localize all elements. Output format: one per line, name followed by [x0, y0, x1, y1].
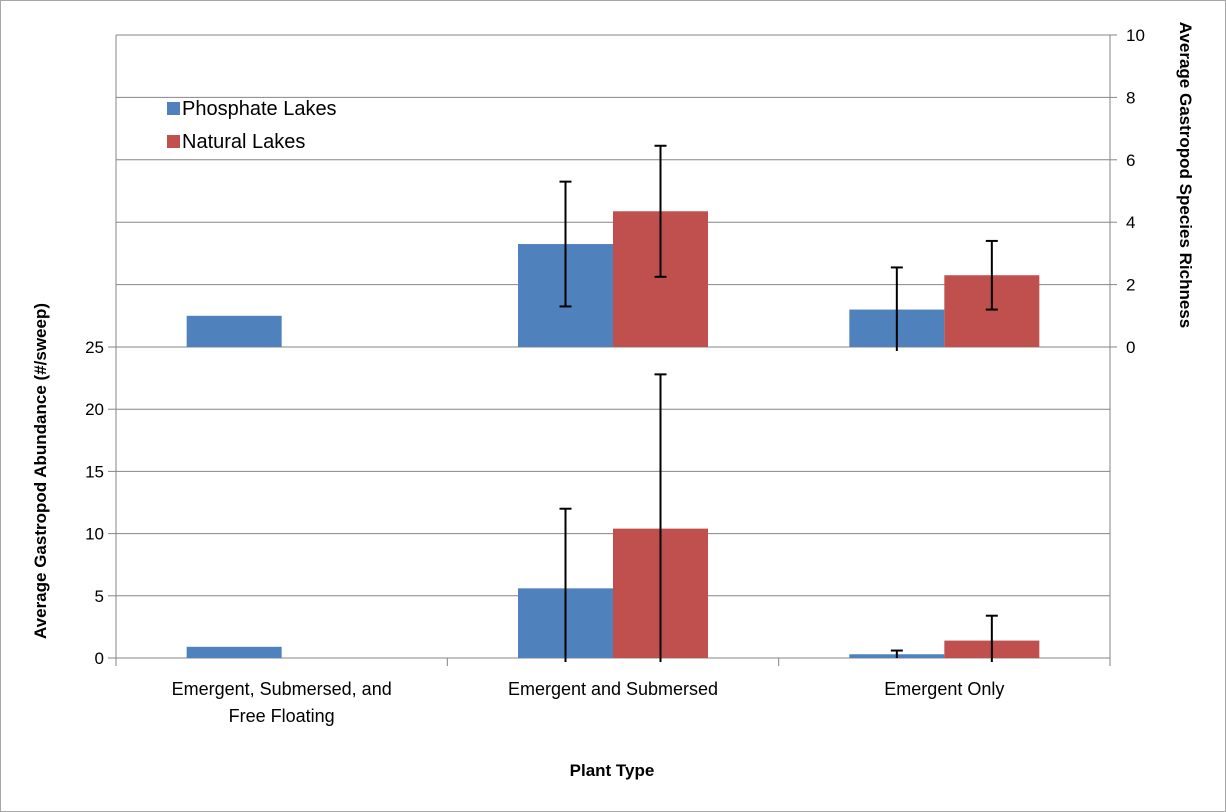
tick-label-richness-4: 4	[1126, 213, 1135, 232]
legend-label-phosphate: Phosphate Lakes	[182, 98, 337, 120]
axes	[108, 34, 1117, 666]
tick-label-abundance-5: 5	[95, 587, 104, 606]
legend-swatch-natural	[167, 135, 180, 148]
category-label-0: Emergent, Submersed, and Free Floating	[172, 679, 392, 726]
legend-swatch-phosphate	[167, 102, 180, 115]
tick-label-richness-0: 0	[1126, 338, 1135, 357]
category-label-2: Emergent Only	[884, 679, 1004, 699]
tick-label-richness-10: 10	[1126, 26, 1145, 45]
tick-label-richness-6: 6	[1126, 151, 1135, 170]
tick-label-abundance-15: 15	[85, 462, 104, 481]
error-bar-richness-natural-2	[985, 239, 998, 311]
bars	[186, 211, 1040, 658]
tick-label-abundance-0: 0	[95, 649, 104, 668]
error-bar-abundance-phosphate-2	[890, 649, 903, 658]
tick-label-richness-2: 2	[1126, 276, 1135, 295]
bar-abundance-phosphate-0	[186, 646, 282, 658]
error-bar-abundance-natural-1	[654, 373, 667, 662]
tick-label-abundance-10: 10	[85, 525, 104, 544]
bar-richness-phosphate-0	[186, 315, 282, 347]
error-bar-abundance-phosphate-1	[559, 507, 572, 662]
category-label-1: Emergent and Submersed	[508, 679, 718, 699]
tick-label-abundance-25: 25	[85, 338, 104, 357]
category-labels: Emergent, Submersed, and Free Floating Eme…	[172, 679, 1005, 726]
legend: Phosphate Lakes Natural Lakes	[167, 98, 337, 153]
error-bar-richness-phosphate-2	[890, 266, 903, 351]
error-bar-richness-natural-1	[654, 144, 667, 278]
right-axis-title: Average Gastropod Species Richness	[1176, 22, 1195, 328]
legend-label-natural: Natural Lakes	[182, 131, 305, 153]
x-axis-title: Plant Type	[570, 761, 655, 780]
tick-labels: 0 5 10 15 20 25 0 2 4 6 8 10	[85, 26, 1145, 668]
error-bars	[559, 144, 998, 662]
tick-label-abundance-20: 20	[85, 400, 104, 419]
tick-label-richness-8: 8	[1126, 88, 1135, 107]
error-bar-abundance-natural-2	[985, 614, 998, 662]
error-bar-richness-phosphate-1	[559, 180, 572, 308]
left-axis-title: Average Gastropod Abundance (#/sweep)	[31, 303, 50, 639]
